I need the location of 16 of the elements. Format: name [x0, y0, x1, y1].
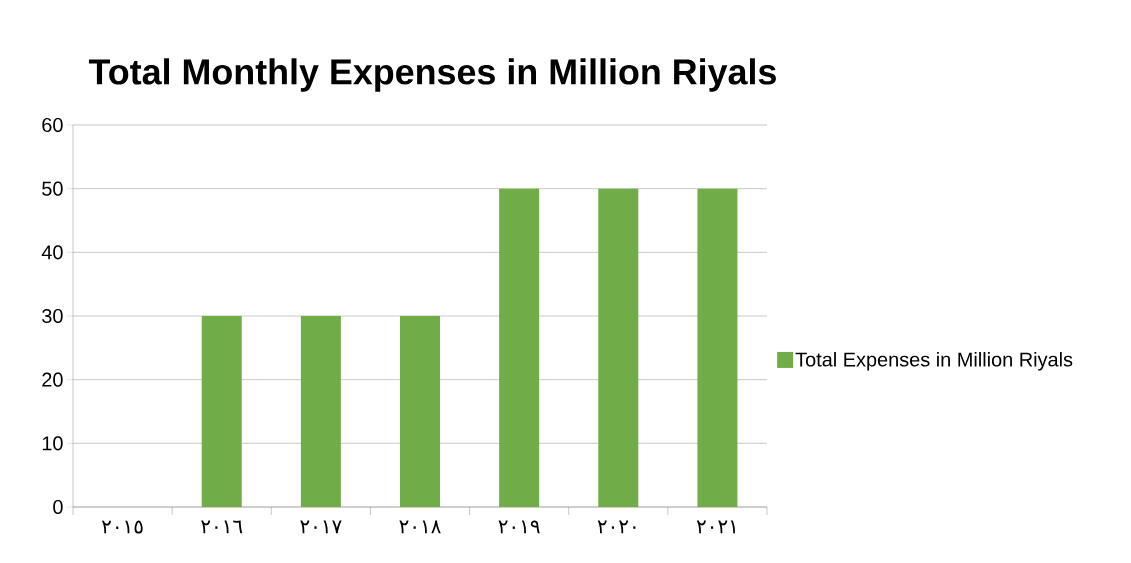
y-tick-label: 20	[42, 372, 63, 387]
y-tick-label: 10	[42, 436, 63, 451]
y-tick-label: 50	[42, 181, 63, 196]
x-tick-label: ٢٠١٨	[399, 520, 441, 534]
y-tick-label: 0	[53, 499, 63, 515]
y-tick-label: 60	[42, 117, 63, 133]
y-tick-label: 40	[41, 245, 63, 260]
chart-title: Total Monthly Expenses in Million Riyals	[88, 58, 776, 92]
x-tick-label: ٢٠١٦	[201, 520, 243, 534]
y-tick-label: 30	[42, 308, 63, 324]
x-tick-label: ٢٠١٥	[101, 520, 143, 534]
x-tick-label: ٢٠٢١	[696, 520, 735, 534]
x-tick-label: ٢٠٢٠	[597, 520, 636, 534]
x-tick-label: ٢٠١٧	[300, 520, 342, 534]
x-tick-label: ٢٠١٩	[498, 520, 540, 534]
legend-label: Total Expenses in Million Riyals	[795, 351, 1073, 371]
